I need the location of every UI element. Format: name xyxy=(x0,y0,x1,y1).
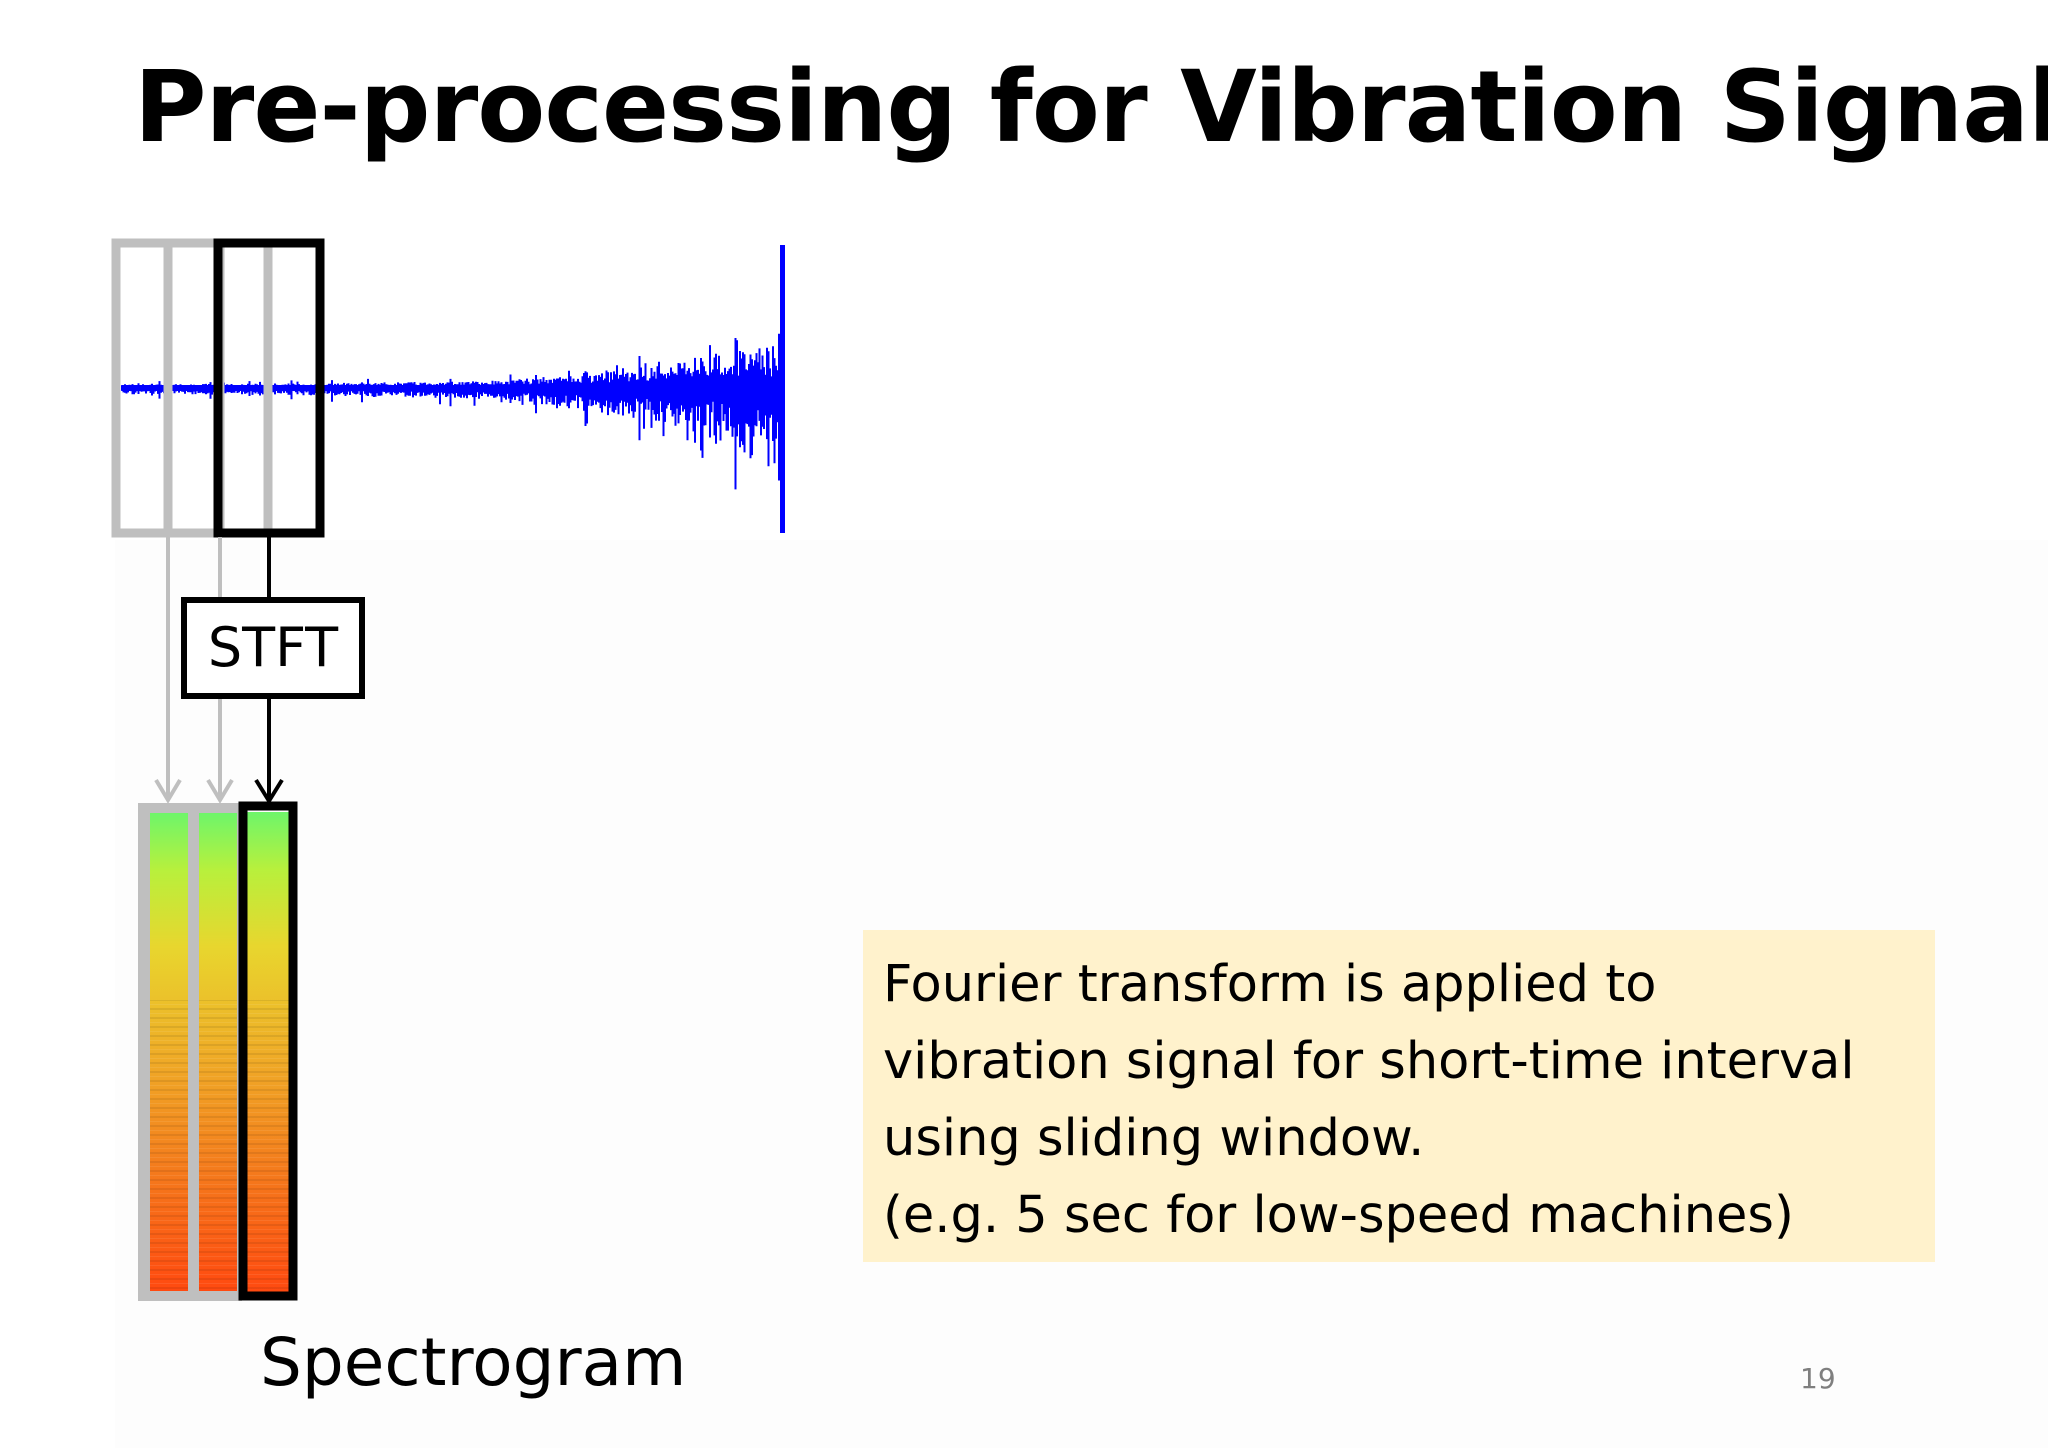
signal-burst-peak xyxy=(780,245,785,533)
stft-output-arrow-head xyxy=(254,778,284,805)
active-window xyxy=(213,238,325,538)
slide-title: Pre-processing for Vibration Signals xyxy=(134,50,2048,165)
page-number: 19 xyxy=(1800,1362,1836,1395)
note-line-2: vibration signal for short-time interval xyxy=(883,1032,1855,1091)
vibration-signal xyxy=(121,245,785,533)
stft-label: STFT xyxy=(207,616,339,679)
spectrogram-column-2-texture xyxy=(199,1000,237,1291)
stft-box xyxy=(181,597,365,699)
spectrogram xyxy=(138,801,298,1301)
previous-arrow-2-head xyxy=(206,778,234,804)
note-line-4: (e.g. 5 sec for low-speed machines) xyxy=(883,1186,1794,1245)
note-line-1: Fourier transform is applied to xyxy=(883,955,1657,1014)
spectrogram-active-column xyxy=(238,801,298,1301)
spectrogram-label: Spectrogram xyxy=(260,1324,687,1401)
spectrogram-column-1-texture xyxy=(150,1000,188,1291)
previous-arrow-1-head xyxy=(154,778,182,804)
note-line-3: using sliding window. xyxy=(883,1109,1425,1168)
note-box: Fourier transform is applied to vibratio… xyxy=(863,930,1935,1262)
spectrogram-column-3-texture xyxy=(247,1000,289,1292)
